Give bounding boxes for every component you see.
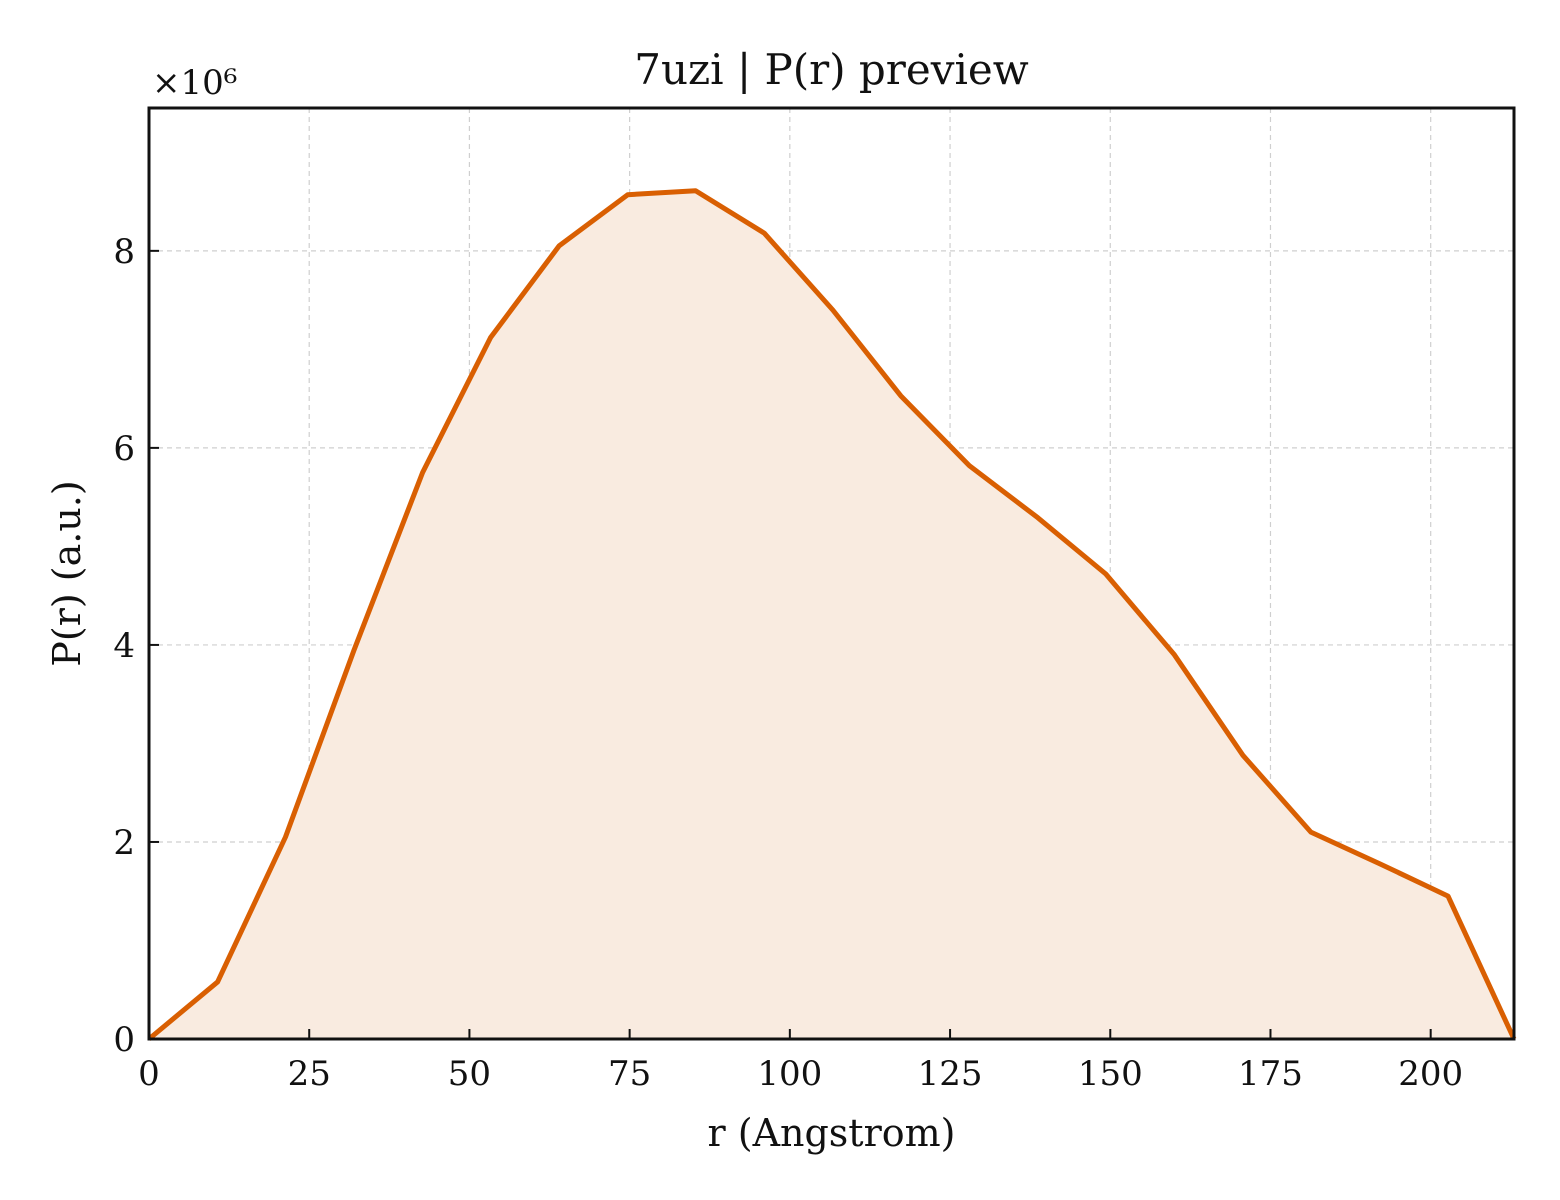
x-tick-label-8: 200 [1398, 1054, 1463, 1094]
axis-ticks: 0 25 50 75 100 125 150 175 200 0 2 4 6 8 [113, 232, 1463, 1094]
x-tick-label-7: 175 [1238, 1054, 1303, 1094]
x-tick-label-1: 25 [288, 1054, 331, 1094]
plot-frame [147, 106, 1516, 1041]
y-axis-title: P(r) (a.u.) [45, 480, 89, 666]
x-tick-label-4: 100 [757, 1054, 822, 1094]
pr-series-line [147, 188, 1517, 1041]
x-tick-label-0: 0 [138, 1054, 160, 1094]
x-tick-label-5: 125 [918, 1054, 983, 1094]
x-tick-label-3: 75 [608, 1054, 651, 1094]
y-tick-label-4: 8 [113, 232, 135, 272]
y-tick-label-1: 2 [113, 823, 135, 863]
x-tick-label-2: 50 [448, 1054, 491, 1094]
y-tick-label-2: 4 [113, 626, 135, 666]
x-axis-title: r (Angstrom) [708, 1111, 956, 1155]
y-tick-label-3: 6 [113, 429, 135, 469]
x-tick-label-6: 150 [1078, 1054, 1143, 1094]
chart-title: 7uzi | P(r) preview [634, 45, 1028, 94]
y-scale-multiplier: ×10⁶ [152, 63, 237, 103]
y-tick-label-0: 0 [113, 1020, 135, 1060]
pr-area-fill [149, 190, 1514, 1040]
